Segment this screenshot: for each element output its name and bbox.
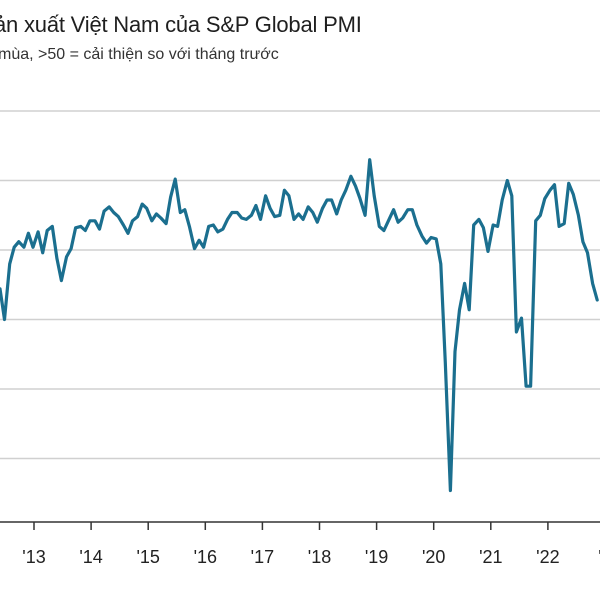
pmi-series-line [0, 158, 599, 493]
x-tick-label: '19 [365, 547, 388, 567]
x-tick-label: '14 [79, 547, 102, 567]
x-axis-ticks: '13 '14 '15 '16 '17 '18 '19 '20 '21 '22 '2 [22, 522, 600, 567]
x-tick-label: '18 [308, 547, 331, 567]
x-tick-label: '17 [251, 547, 274, 567]
x-tick-label: '2 [598, 547, 600, 567]
x-tick-label: '22 [536, 547, 559, 567]
chart-subtitle: mùa, >50 = cải thiện so với tháng trước [0, 46, 279, 63]
x-tick-label: '16 [194, 547, 217, 567]
y-gridlines [0, 110, 600, 460]
x-tick-label: '20 [422, 547, 445, 567]
chart-title: ản xuất Việt Nam của S&P Global PMI [0, 12, 362, 37]
x-tick-label: '21 [479, 547, 502, 567]
x-tick-label: '13 [22, 547, 45, 567]
x-tick-label: '15 [136, 547, 159, 567]
